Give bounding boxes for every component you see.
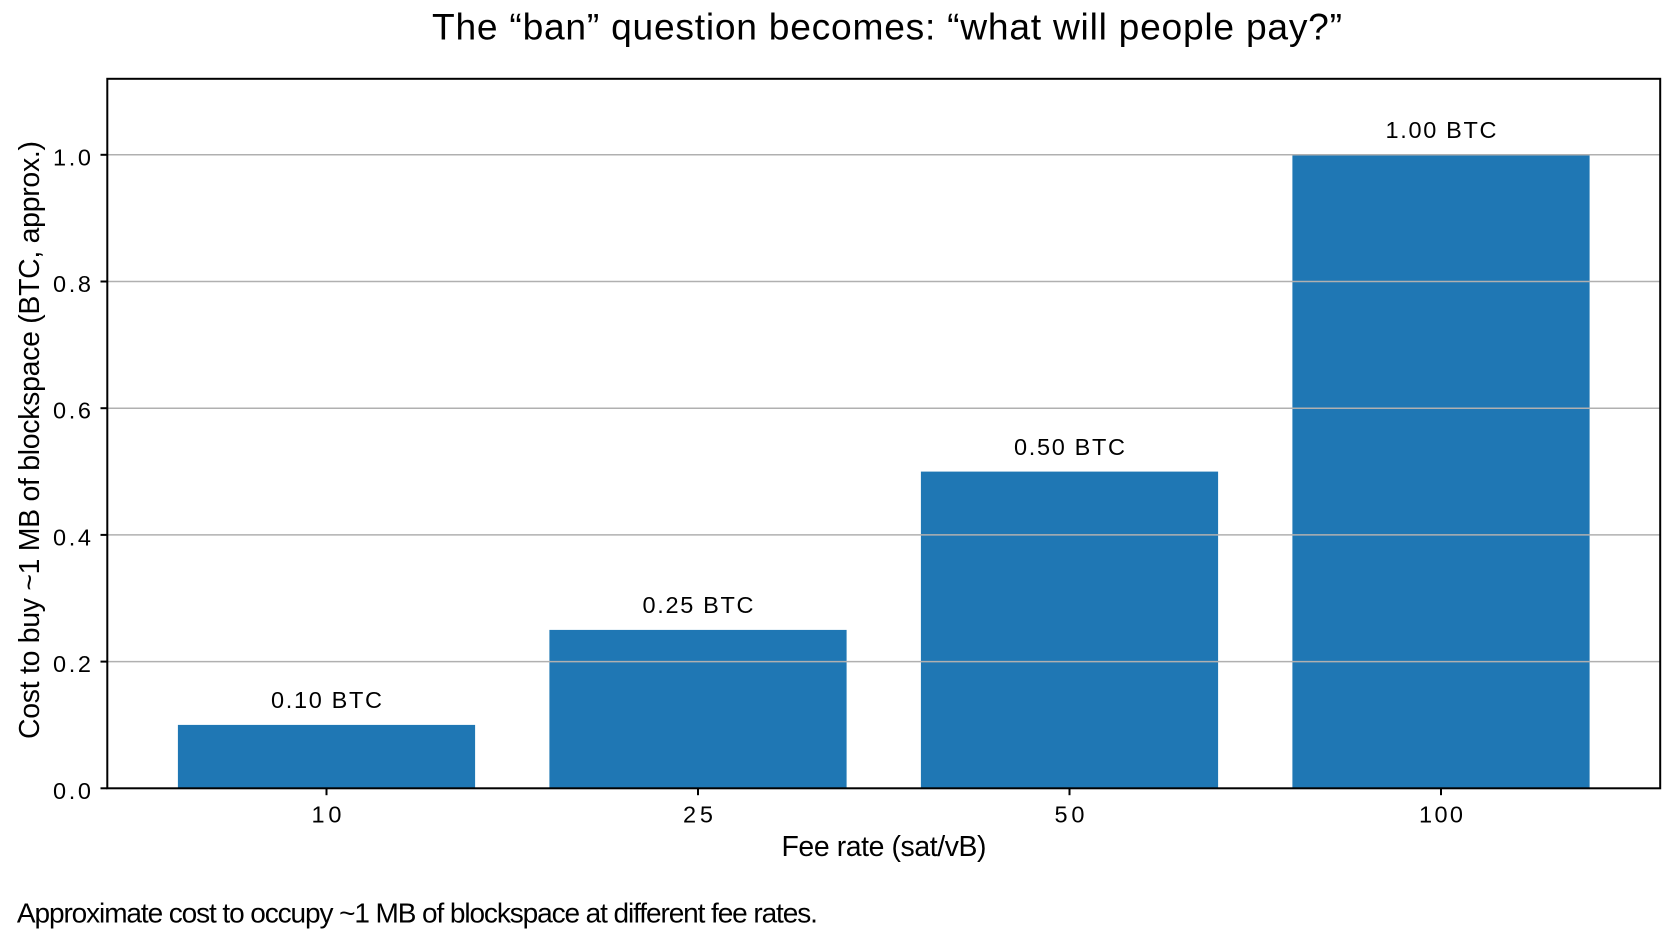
svg-text:The “ban” question becomes: “w: The “ban” question becomes: “what will p… [432, 6, 1342, 48]
svg-text:Approximate cost to occupy ~1: Approximate cost to occupy ~1 MB of bloc… [17, 898, 818, 929]
svg-text:0.0: 0.0 [53, 778, 91, 804]
svg-text:0.4: 0.4 [53, 524, 91, 550]
svg-text:0.25 BTC: 0.25 BTC [643, 592, 754, 618]
svg-text:0.6: 0.6 [53, 398, 91, 424]
svg-text:Fee rate (sat/vB): Fee rate (sat/vB) [782, 831, 987, 863]
svg-text:1.00 BTC: 1.00 BTC [1386, 117, 1497, 143]
svg-text:0.2: 0.2 [53, 651, 91, 677]
svg-text:0.10 BTC: 0.10 BTC [271, 687, 382, 713]
svg-text:1.0: 1.0 [53, 144, 91, 170]
svg-text:100: 100 [1419, 802, 1463, 828]
svg-text:0.8: 0.8 [53, 271, 91, 297]
svg-text:0.50 BTC: 0.50 BTC [1014, 434, 1125, 460]
svg-text:Cost to buy ~1 MB of blockspac: Cost to buy ~1 MB of blockspace (BTC, ap… [14, 141, 46, 739]
